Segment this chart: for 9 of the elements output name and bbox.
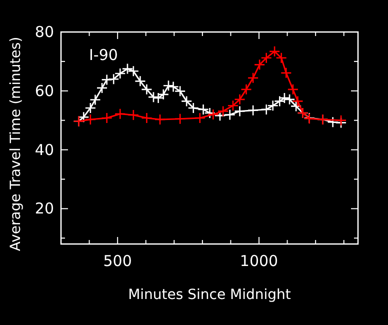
annotation: I-90 bbox=[89, 46, 118, 64]
x-tick-label: 1000 bbox=[240, 252, 278, 270]
y-tick-label: 60 bbox=[34, 82, 54, 100]
x-tick-label: 500 bbox=[103, 252, 132, 270]
y-tick-label: 20 bbox=[34, 200, 54, 218]
y-tick-label: 80 bbox=[34, 23, 54, 41]
x-axis-title: Minutes Since Midnight bbox=[128, 287, 292, 303]
y-axis-title: Average Travel Time (minutes) bbox=[8, 36, 24, 252]
y-tick-label: 40 bbox=[34, 140, 54, 159]
